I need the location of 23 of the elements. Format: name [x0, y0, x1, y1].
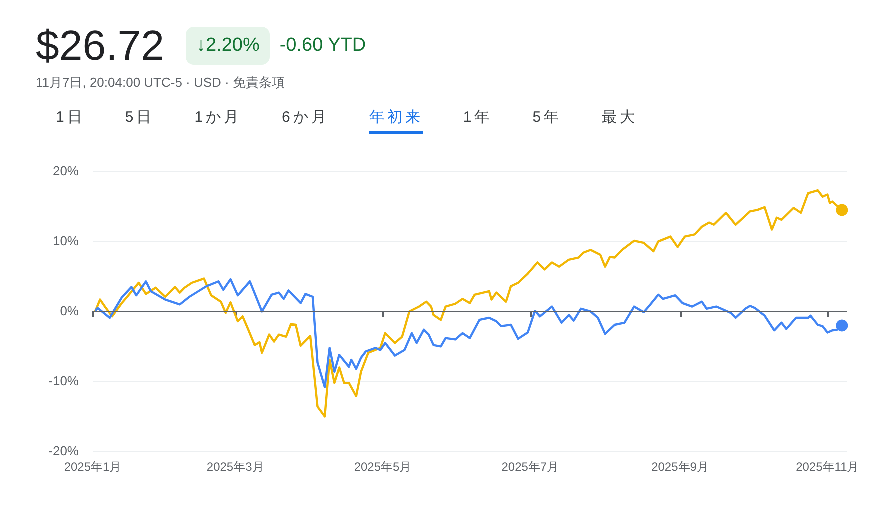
y-tick-label: 0%: [60, 304, 80, 318]
text: 最大: [602, 108, 638, 128]
y-tick-label: 10%: [52, 234, 80, 248]
y-tick-label: -10%: [48, 374, 80, 388]
x-tick-label: 2025年7月: [502, 460, 560, 474]
text: 1か月: [194, 108, 242, 128]
text: ↓2.20%: [186, 27, 270, 65]
x-tick-label: 2025年3月: [206, 460, 264, 474]
text: 1日: [56, 108, 86, 128]
x-tick-label: 2025年11月: [796, 460, 860, 474]
text: 6か月: [282, 108, 330, 128]
x-tick-label: 2025年5月: [354, 460, 412, 474]
x-tick-label: 2025年1月: [64, 460, 122, 474]
text: 年初来: [369, 108, 424, 134]
y-tick-label: -20%: [48, 444, 80, 458]
chart-subtitle: 11月7日, 20:04:00 UTC-5 · USD · 免責条項: [36, 74, 286, 92]
chart-title: $26.72: [36, 22, 164, 70]
x-tick-label: 2025年9月: [652, 460, 709, 474]
text: 5日: [125, 108, 155, 128]
text: 1年: [463, 108, 493, 128]
text: -0.60 YTD: [280, 35, 366, 57]
text: 5年: [532, 108, 562, 128]
y-tick-label: 20%: [52, 164, 80, 178]
